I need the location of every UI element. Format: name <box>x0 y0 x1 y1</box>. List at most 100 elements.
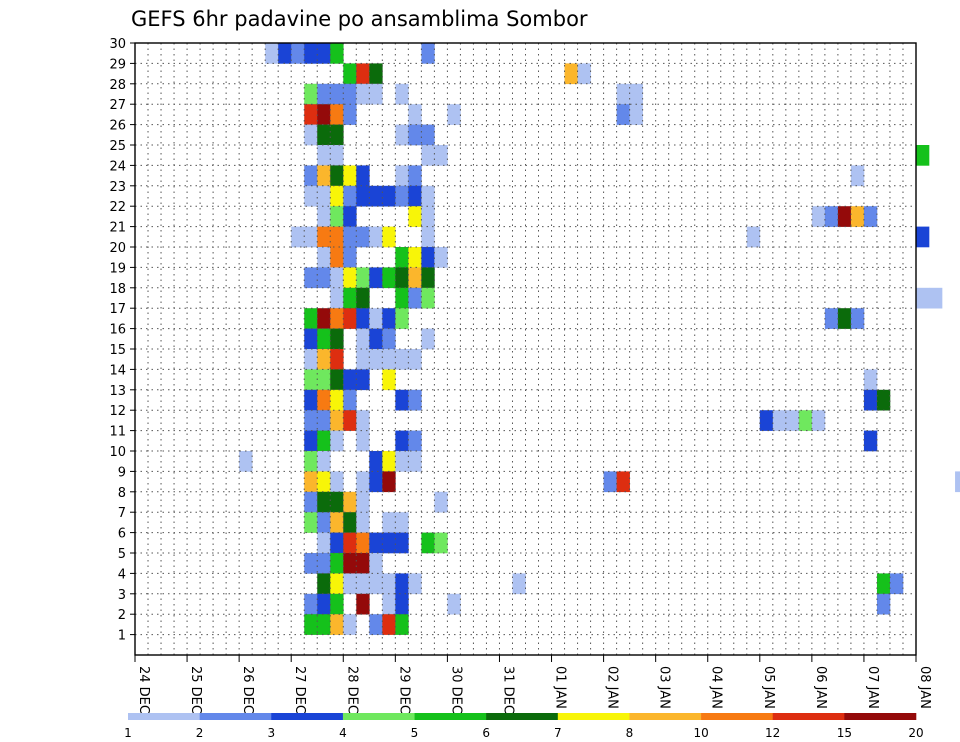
y-tick-label-9: 9 <box>118 465 126 480</box>
heatmap-cell-m29-t18 <box>369 63 383 85</box>
legend-swatch-0 <box>128 713 200 720</box>
chart-title: GEFS 6hr padavine po ansamblima Sombor <box>131 7 588 31</box>
heatmap-cell-m11-t15 <box>330 430 344 452</box>
heatmap-cell-m9-t18 <box>369 471 383 493</box>
legend-swatch-5 <box>486 713 559 720</box>
legend-label-2: 3 <box>267 726 275 740</box>
heatmap-cell-m25-t15 <box>330 145 344 166</box>
heatmap-cell-m29-t17 <box>356 63 370 85</box>
heatmap-cell-m7-t17 <box>356 512 370 533</box>
heatmap-cell-m14-t14 <box>317 369 331 391</box>
heatmap-cell-m9-t17 <box>356 471 370 493</box>
heatmap-cell-m14-t16 <box>343 369 357 391</box>
y-axis: 1234567891011121314151617181920212223242… <box>109 37 135 644</box>
y-tick-label-4: 4 <box>118 567 126 582</box>
heatmap-cell-m12-t50 <box>785 410 800 431</box>
heatmap-cell-m15-t21 <box>408 349 422 370</box>
y-tick-label-30: 30 <box>109 37 126 52</box>
heatmap-cell-m11-t13 <box>304 430 318 452</box>
heatmap-cell-m24-t20 <box>395 165 409 187</box>
y-tick-label-5: 5 <box>118 547 126 562</box>
legend-label-0: 1 <box>124 726 132 740</box>
legend-label-10: 15 <box>837 726 852 740</box>
heatmap-cell-m13-t20 <box>395 389 409 411</box>
y-tick-label-17: 17 <box>109 302 126 317</box>
heatmap-cell-m17-t55 <box>850 308 865 329</box>
x-tick-label-15: 08 JAN <box>917 666 932 709</box>
heatmap-cell-m25-t22 <box>421 145 435 166</box>
y-tick-label-24: 24 <box>109 159 126 174</box>
x-tick-label-3: 27 DEC <box>292 666 307 714</box>
heatmap-cell-m24-t14 <box>317 165 331 187</box>
heatmap-cell-m18-t17 <box>356 287 370 309</box>
heatmap-cell-m8-t13 <box>304 491 318 513</box>
heatmap-cell-m6-t14 <box>317 532 331 554</box>
heatmap-cell-m19-t13 <box>304 267 318 289</box>
heatmap-cell-m21-t47 <box>746 226 761 248</box>
heatmap-cell-m20-t22 <box>421 247 435 268</box>
heatmap-cell-m28-t37 <box>616 83 630 105</box>
heatmap-cell-m20-t14 <box>317 247 331 268</box>
heatmap-cell-m6-t23 <box>434 532 448 554</box>
heatmap-cell-m21-t18 <box>369 226 383 248</box>
legend-swatch-4 <box>414 713 487 720</box>
x-axis: 24 DEC 25 DEC 26 DEC 27 DEC 28 DEC 29 DEC 30 D… <box>134 655 932 714</box>
heatmap-cell-m27-t13 <box>304 104 318 125</box>
heatmap-cell-m20-t16 <box>343 247 357 268</box>
heatmap-cell-m30-t15 <box>330 43 344 64</box>
x-tick-label-7: 31 DEC <box>501 666 516 714</box>
legend-swatch-7 <box>629 713 702 720</box>
heatmap-cell-m12-t13 <box>304 410 318 431</box>
heatmap-cell-m23-t13 <box>304 185 318 207</box>
y-tick-label-13: 13 <box>109 384 126 399</box>
legend-swatch-6 <box>557 713 630 720</box>
heatmap-cell-m27-t38 <box>629 104 643 125</box>
legend-label-11: 20 <box>908 726 923 740</box>
heatmap-cell-m12-t48 <box>759 410 774 431</box>
heatmap-cell-m26-t13 <box>304 124 318 146</box>
heatmap-cell-m14-t17 <box>356 369 370 391</box>
heatmap-cell-m17-t19 <box>382 308 396 329</box>
heatmap-cell-m9-t14 <box>317 471 331 493</box>
heatmap-cell-m9-t37 <box>616 471 630 493</box>
y-tick-label-11: 11 <box>109 425 126 440</box>
heatmap-cell-m3-t20 <box>395 593 409 615</box>
heatmap-cell-m28-t18 <box>369 83 383 105</box>
legend-swatch-10 <box>844 713 917 720</box>
heatmap-cell-m21-t15 <box>330 226 344 248</box>
heatmap-cell-m2-t14 <box>317 614 331 635</box>
heatmap-cell-m28-t13 <box>304 83 318 105</box>
heatmap-cell-m14-t56 <box>863 369 878 391</box>
heatmap-cell-m6-t17 <box>356 532 370 554</box>
heatmap-cell-m23-t18 <box>369 185 383 207</box>
y-tick-label-29: 29 <box>109 57 126 72</box>
heatmap-cell-m26-t21 <box>408 124 422 146</box>
y-tick-label-26: 26 <box>109 119 126 134</box>
heatmap-cell-m6-t16 <box>343 532 357 554</box>
heatmap-cell-m19-t20 <box>395 267 409 289</box>
heatmap-cell-m30-t12 <box>291 43 305 64</box>
heatmap-cell-m4-t16 <box>343 573 357 595</box>
y-tick-label-6: 6 <box>118 527 126 542</box>
y-tick-label-28: 28 <box>109 78 126 93</box>
heatmap-cell-m28-t16 <box>343 83 357 105</box>
heatmap-cell-m8-t17 <box>356 491 370 513</box>
legend-swatch-8 <box>701 713 774 720</box>
legend-swatch-1 <box>199 713 272 720</box>
heatmap-cell-m5-t17 <box>356 553 370 574</box>
heatmap-cell-m19-t19 <box>382 267 396 289</box>
x-tick-label-6: 30 DEC <box>448 666 463 714</box>
heatmap-cell-m15-t13 <box>304 349 318 370</box>
heatmap-cell-m4-t15 <box>330 573 344 595</box>
heatmap-cell-m18-t15 <box>330 287 344 309</box>
heatmap-cell-m7-t16 <box>343 512 357 533</box>
heatmap-cell-m17-t54 <box>837 308 852 329</box>
x-tick-label-2: 26 DEC <box>240 666 255 714</box>
heatmap-cell-m6-t15 <box>330 532 344 554</box>
heatmap-cell-m22-t22 <box>421 206 435 227</box>
heatmap-cell-m2-t18 <box>369 614 383 635</box>
x-tick-label-8: 01 JAN <box>553 666 568 709</box>
heatmap-cell-m8-t15 <box>330 491 344 513</box>
heatmap-cell-m28-t15 <box>330 83 344 105</box>
heatmap-cell-m23-t14 <box>317 185 331 207</box>
